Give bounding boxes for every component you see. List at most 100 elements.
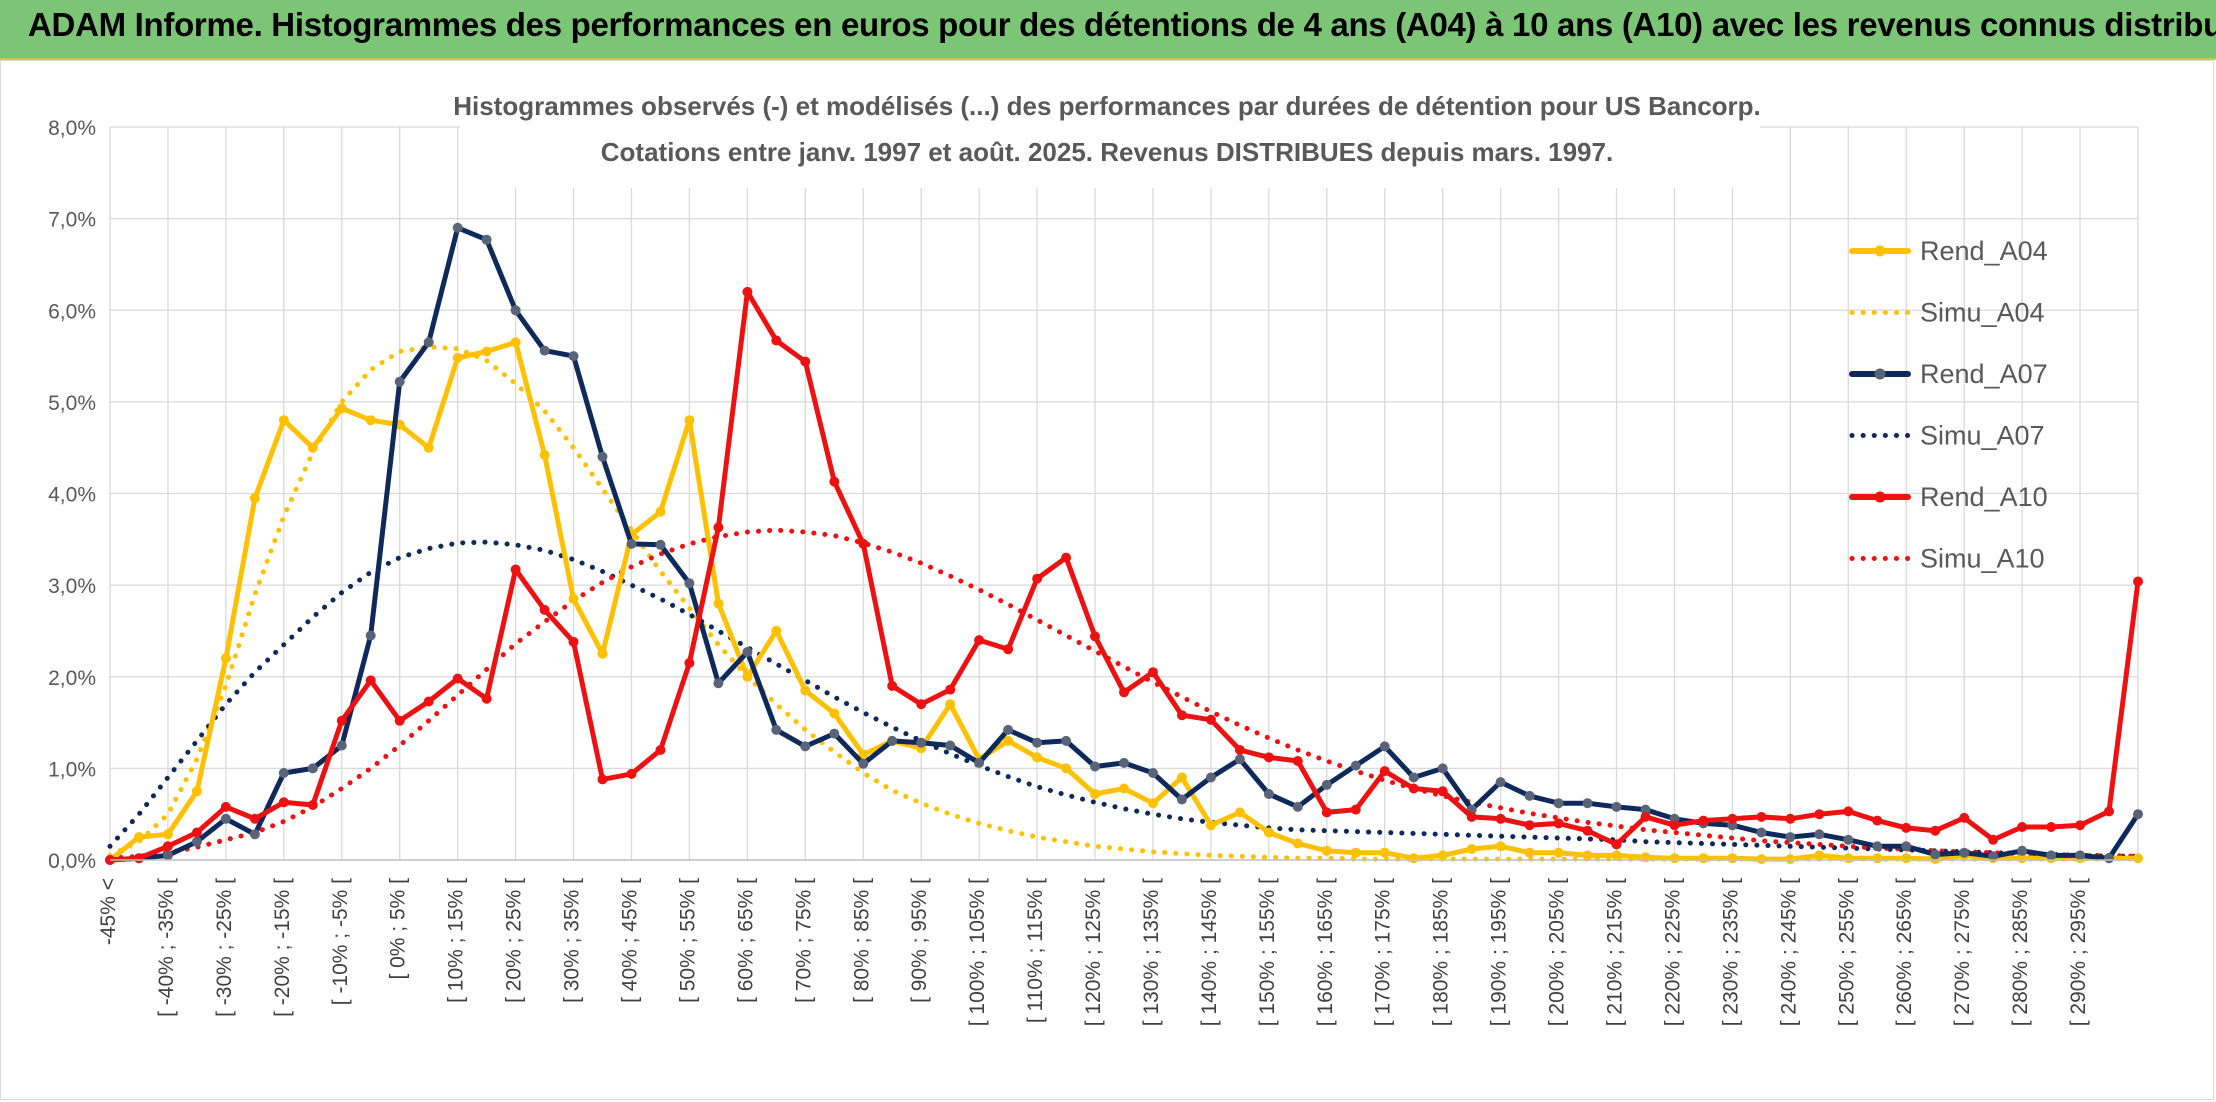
series-point-Rend_A07 xyxy=(887,735,898,746)
series-point-Rend_A10 xyxy=(597,774,608,785)
series-point-Rend_A04 xyxy=(1843,853,1854,864)
series-point-Rend_A07 xyxy=(1814,829,1825,840)
series-point-Rend_A04 xyxy=(1148,798,1158,809)
legend-label-Rend_A07: Rend_A07 xyxy=(1920,359,2048,389)
chart-title-background xyxy=(460,88,1760,188)
series-point-Rend_A04 xyxy=(1263,827,1274,838)
series-point-Rend_A04 xyxy=(1495,841,1506,852)
performance-histogram-chart: 0,0% 1,0% 2,0% 3,0% 4,0% 5,0% 6,0% 7,0% 8,0% -45%… xyxy=(48,88,2143,1026)
series-point-Rend_A07 xyxy=(2075,850,2086,861)
y-tick-label: 3,0% xyxy=(48,575,96,598)
series-point-Rend_A10 xyxy=(713,522,724,533)
series-point-Rend_A04 xyxy=(1524,847,1535,858)
series-point-Rend_A10 xyxy=(423,696,434,707)
y-tick-label: 8,0% xyxy=(48,117,96,140)
series-point-Rend_A04 xyxy=(1234,807,1245,818)
series-point-Rend_A04 xyxy=(278,415,289,426)
x-tick-label: [ 140% ; 145% [ xyxy=(1198,878,1221,1026)
series-point-Rend_A10 xyxy=(1843,806,1854,817)
series-point-Rend_A10 xyxy=(452,673,463,684)
series-point-Rend_A10 xyxy=(1176,710,1187,721)
series-point-Rend_A07 xyxy=(1872,841,1883,852)
series-point-Rend_A04 xyxy=(1061,763,1072,774)
series-point-Rend_A07 xyxy=(1959,847,1970,858)
series-point-Rend_A10 xyxy=(1930,825,1941,836)
series-point-Rend_A04 xyxy=(1901,853,1912,864)
series-point-Rend_A04 xyxy=(1350,847,1361,858)
x-tick-label: [ 10% ; 15% [ xyxy=(445,878,468,1003)
series-point-Rend_A07 xyxy=(742,647,753,657)
series-point-Rend_A07 xyxy=(1524,790,1535,801)
series-point-Rend_A10 xyxy=(2017,822,2028,832)
legend-label-Rend_A10: Rend_A10 xyxy=(1920,482,2048,512)
series-point-Rend_A07 xyxy=(2133,809,2143,820)
series-point-Rend_A07 xyxy=(2104,853,2114,864)
series-point-Rend_A07 xyxy=(974,757,985,768)
series-point-Rend_A07 xyxy=(684,578,695,589)
series-point-Rend_A10 xyxy=(1872,815,1883,826)
series-point-Rend_A10 xyxy=(974,635,985,646)
legend-label-Simu_A07: Simu_A07 xyxy=(1920,421,2045,451)
x-tick-label: [ 180% ; 185% [ xyxy=(1430,878,1453,1026)
series-point-Rend_A04 xyxy=(1814,850,1825,861)
series-point-Rend_A04 xyxy=(858,749,869,760)
series-point-Rend_A07 xyxy=(1119,757,1129,768)
series-point-Rend_A10 xyxy=(1785,813,1796,824)
legend-label-Simu_A10: Simu_A10 xyxy=(1920,544,2045,574)
series-point-Rend_A07 xyxy=(626,538,637,549)
x-tick-label: [ 240% ; 245% [ xyxy=(1777,878,1800,1026)
series-point-Rend_A10 xyxy=(800,356,811,367)
series-point-Rend_A07 xyxy=(1553,798,1564,809)
series-point-Rend_A07 xyxy=(1032,737,1043,748)
series-point-Rend_A10 xyxy=(1350,804,1361,815)
series-point-Rend_A07 xyxy=(1176,794,1187,805)
series-point-Rend_A04 xyxy=(336,403,347,414)
series-point-Rend_A10 xyxy=(568,636,579,647)
series-point-Rend_A10 xyxy=(1466,811,1477,822)
series-point-Rend_A10 xyxy=(1959,812,1970,823)
series-point-Rend_A04 xyxy=(1205,820,1216,831)
x-tick-label: [ 160% ; 165% [ xyxy=(1314,878,1337,1026)
series-point-Rend_A10 xyxy=(1669,820,1680,831)
series-point-Rend_A07 xyxy=(829,728,840,739)
series-point-Rend_A07 xyxy=(1582,798,1593,809)
x-tick-label: [ 50% ; 55% [ xyxy=(676,878,699,1003)
x-tick-label: [ 270% ; 275% [ xyxy=(1951,878,1974,1026)
series-point-Rend_A07 xyxy=(2046,850,2057,861)
series-point-Rend_A10 xyxy=(191,827,202,838)
series-point-Rend_A10 xyxy=(1061,552,1072,563)
series-point-Rend_A10 xyxy=(887,680,898,691)
series-point-Rend_A04 xyxy=(1698,853,1709,864)
series-point-Rend_A10 xyxy=(1119,687,1129,698)
x-tick-label: [ -30% ; -25% [ xyxy=(213,878,236,1017)
series-point-Rend_A10 xyxy=(1090,631,1100,642)
x-tick-label: [ 170% ; 175% [ xyxy=(1372,878,1395,1026)
series-point-Rend_A10 xyxy=(1148,667,1158,678)
series-line-Simu_A07 xyxy=(107,539,2141,859)
series-point-Rend_A10 xyxy=(1901,822,1912,833)
x-tick-label: [ 30% ; 35% [ xyxy=(561,878,584,1003)
series-point-Rend_A10 xyxy=(684,658,695,668)
series-point-Rend_A07 xyxy=(1003,724,1014,735)
series-point-Rend_A04 xyxy=(134,832,144,843)
series-point-Rend_A10 xyxy=(1437,786,1448,797)
y-tick-label: 7,0% xyxy=(48,209,96,232)
x-tick-label: [ 110% ; 115% [ xyxy=(1024,878,1047,1023)
x-tick-label: [ 90% ; 95% [ xyxy=(908,878,931,1003)
x-tick-label: [ 120% ; 125% [ xyxy=(1082,878,1105,1026)
series-point-Rend_A04 xyxy=(1611,850,1622,861)
chart-axes: 0,0% 1,0% 2,0% 3,0% 4,0% 5,0% 6,0% 7,0% 8,0% -45%… xyxy=(48,117,2138,1026)
chart-legend: Rend_A04 Simu_A04 Rend_A07 Simu_A07 Rend_A10… xyxy=(1849,236,2048,574)
series-point-Rend_A07 xyxy=(452,222,463,233)
x-tick-label: [ 250% ; 255% [ xyxy=(1835,878,1858,1026)
y-tick-label: 6,0% xyxy=(48,300,96,323)
x-tick-label: [ 290% ; 295% [ xyxy=(2067,878,2090,1026)
series-point-Rend_A04 xyxy=(713,598,724,609)
legend-marker-Rend_A07 xyxy=(1874,368,1886,380)
series-point-Rend_A10 xyxy=(1524,820,1535,831)
series-point-Rend_A04 xyxy=(2133,853,2143,864)
series-point-Rend_A04 xyxy=(539,450,550,460)
series-point-Rend_A07 xyxy=(307,763,318,774)
series-line-Rend_A04 xyxy=(107,339,2141,863)
series-point-Rend_A04 xyxy=(829,708,840,719)
